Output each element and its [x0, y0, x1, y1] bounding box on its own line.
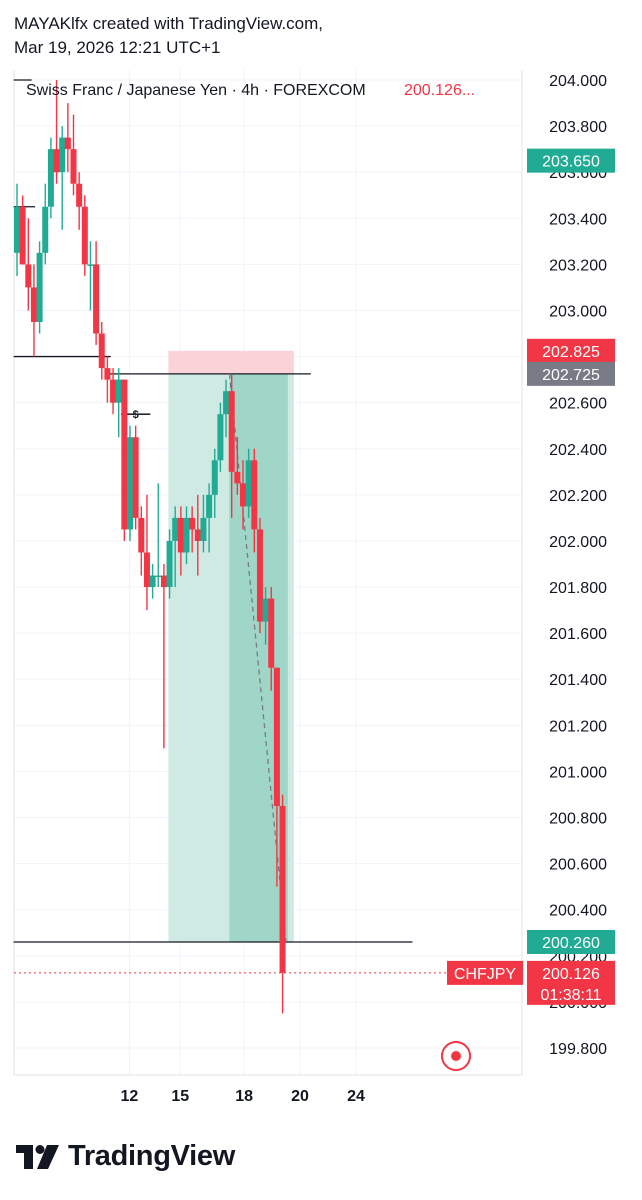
candle-body[interactable]	[177, 517, 184, 553]
brand-name: TradingView	[68, 1140, 235, 1172]
symbol-tag[interactable]	[447, 960, 523, 985]
record-icon	[451, 1051, 461, 1061]
y-axis-tick-label: 203.800	[549, 119, 607, 136]
candle-body[interactable]	[47, 149, 54, 207]
y-axis-tick-label: 202.000	[549, 534, 607, 551]
candle-body[interactable]	[223, 391, 230, 415]
price-tag[interactable]	[527, 929, 615, 954]
candle-body[interactable]	[211, 460, 218, 495]
candle-body[interactable]	[42, 206, 49, 253]
chart-title: Swiss Franc / Japanese Yen · 4h · FOREXC…	[26, 82, 366, 99]
record-button-ring[interactable]	[441, 1041, 471, 1071]
y-axis-tick-label: 203.400	[549, 211, 607, 228]
candle-body[interactable]	[200, 517, 207, 541]
price-tag-label: 200.260	[542, 935, 600, 952]
candle-body[interactable]	[251, 460, 258, 530]
x-axis-tick-label: 24	[347, 1088, 365, 1105]
take-profit-zone-active	[229, 373, 288, 942]
symbol-tag-label: CHFJPY	[454, 966, 517, 983]
x-axis-tick-label: 18	[235, 1088, 253, 1105]
candle-body[interactable]	[155, 575, 162, 578]
y-axis-tick-label: 201.000	[549, 764, 607, 781]
candle-body[interactable]	[59, 137, 66, 173]
y-axis-tick-label: 203.200	[549, 257, 607, 274]
bar-countdown-label: 01:38:11	[540, 987, 601, 1004]
candle-body[interactable]	[217, 414, 224, 461]
candle-body[interactable]	[64, 137, 71, 150]
legend-last-price: 200.126...	[404, 82, 475, 99]
candle-body[interactable]	[166, 540, 173, 588]
price-tag[interactable]	[527, 960, 615, 1005]
publisher-credit: MAYAKlfx created with TradingView.com,	[14, 14, 323, 33]
candle-body[interactable]	[36, 252, 43, 322]
candle-body[interactable]	[121, 379, 128, 530]
price-tag[interactable]	[527, 338, 615, 363]
candle-body[interactable]	[138, 517, 145, 553]
candle-body[interactable]	[268, 598, 275, 668]
candle-body[interactable]	[30, 287, 37, 322]
candle-body[interactable]	[183, 517, 190, 553]
tradingview-logo-icon	[16, 1144, 59, 1169]
y-axis-tick-label: 199.800	[549, 1041, 607, 1058]
candle-body[interactable]	[256, 529, 263, 622]
y-axis-tick-label: 201.800	[549, 580, 607, 597]
candle-body[interactable]	[98, 333, 105, 369]
y-axis-tick-label: 200.800	[549, 811, 607, 828]
candle-body[interactable]	[160, 575, 167, 588]
candle-body[interactable]	[104, 368, 111, 380]
y-axis-tick-label: 201.400	[549, 672, 607, 689]
candle-body[interactable]	[206, 494, 213, 518]
candle-body[interactable]	[115, 379, 122, 403]
stop-loss-zone[interactable]	[168, 350, 294, 374]
liquidity-label: $	[133, 409, 139, 421]
y-axis-tick-label: 203.000	[549, 303, 607, 320]
price-tag-label: 203.650	[542, 154, 600, 171]
candle-body[interactable]	[189, 517, 196, 530]
candle-body[interactable]	[279, 806, 286, 973]
candle-body[interactable]	[273, 667, 280, 806]
y-axis-tick-label: 200.600	[549, 857, 607, 874]
price-tag[interactable]	[527, 148, 615, 173]
y-axis-tick-label: 202.200	[549, 488, 607, 505]
candle-body[interactable]	[149, 575, 156, 588]
y-axis-tick-label: 200.400	[549, 903, 607, 920]
candle-body[interactable]	[262, 598, 269, 622]
candle-body[interactable]	[14, 206, 20, 253]
x-axis-tick-label: 15	[171, 1088, 189, 1105]
candle-body[interactable]	[93, 264, 100, 334]
x-axis-tick-label: 12	[121, 1088, 139, 1105]
price-tag-label: 202.825	[542, 344, 600, 361]
y-axis-tick-label: 204.000	[549, 73, 607, 90]
price-chart[interactable]: $ Swiss Franc / Japanese Yen · 4h · FOREX…	[0, 0, 642, 1120]
candle-body[interactable]	[70, 149, 77, 184]
candle-body[interactable]	[172, 517, 179, 541]
y-axis-tick-label: 201.200	[549, 718, 607, 735]
candle-body[interactable]	[87, 264, 94, 266]
candle-body[interactable]	[194, 529, 201, 541]
x-axis-tick-label: 20	[291, 1088, 309, 1105]
price-tag[interactable]	[527, 361, 615, 386]
price-tag-label: 202.725	[542, 367, 600, 384]
candle-body[interactable]	[228, 391, 235, 472]
tradingview-logo[interactable]: TradingView	[16, 1140, 235, 1173]
candle-body[interactable]	[234, 471, 241, 484]
candle-body[interactable]	[143, 552, 150, 588]
publish-date: Mar 19, 2026 12:21 UTC+1	[14, 38, 221, 57]
candle-body[interactable]	[76, 183, 83, 207]
price-tag-label: 200.126	[542, 966, 600, 983]
candle-body[interactable]	[245, 460, 252, 507]
candle-body[interactable]	[132, 437, 139, 518]
candle-body[interactable]	[110, 379, 117, 403]
candle-body[interactable]	[127, 437, 133, 530]
candle-body[interactable]	[240, 483, 246, 507]
y-axis-tick-label: 202.600	[549, 396, 607, 413]
y-axis-tick-label: 201.600	[549, 626, 607, 643]
candle-body[interactable]	[81, 206, 88, 265]
candle-body[interactable]	[19, 206, 26, 265]
y-axis-tick-label: 202.400	[549, 442, 607, 459]
candle-body[interactable]	[53, 149, 60, 173]
candle-body[interactable]	[25, 264, 32, 288]
